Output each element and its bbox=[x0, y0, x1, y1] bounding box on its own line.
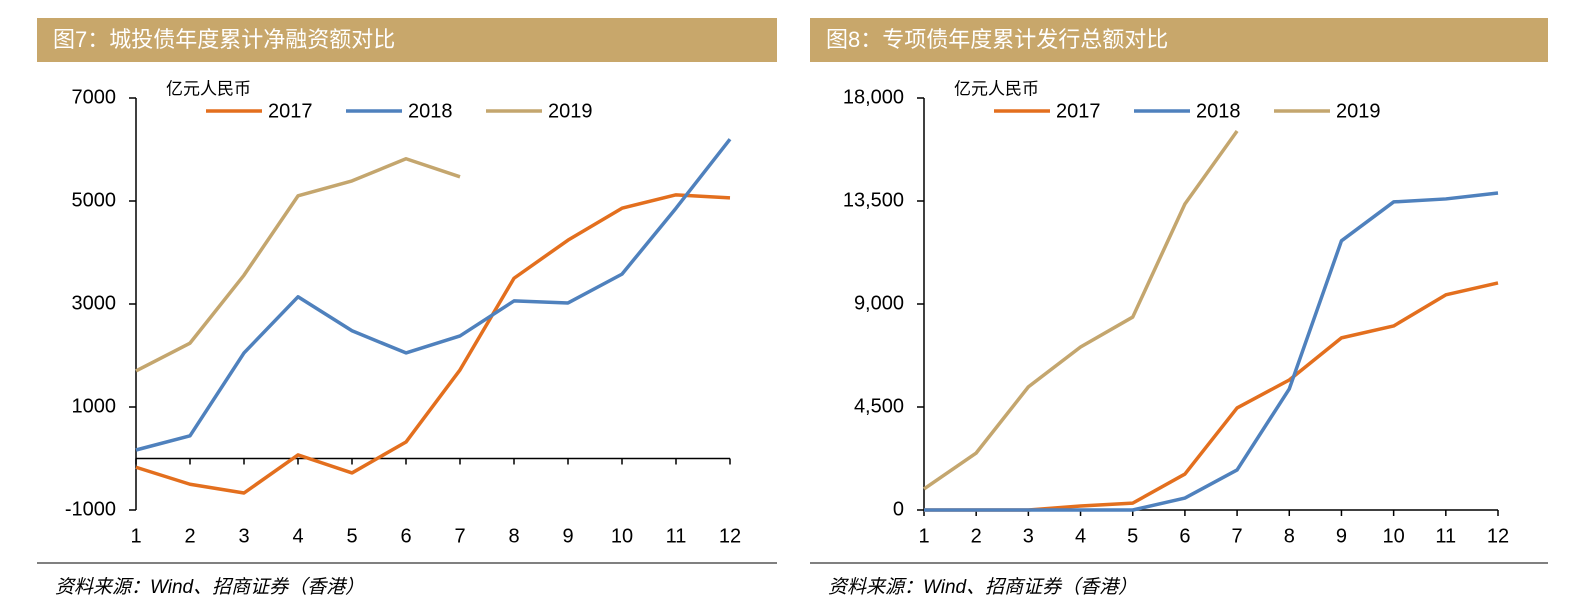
x-tick-label: 9 bbox=[1336, 525, 1347, 547]
x-tick-label: 4 bbox=[1075, 525, 1086, 547]
y-tick-label: 4,500 bbox=[854, 395, 904, 417]
legend-label: 2017 bbox=[268, 100, 313, 122]
x-tick-label: 1 bbox=[130, 525, 141, 547]
source-note: 资料来源：Wind、招商证券（香港） bbox=[55, 576, 364, 598]
chart-title: 图8：专项债年度累计发行总额对比 bbox=[826, 27, 1168, 52]
series-line bbox=[924, 191, 1499, 512]
series-line bbox=[135, 157, 461, 373]
x-tick-label: 8 bbox=[508, 525, 519, 547]
legend-label: 2017 bbox=[1056, 100, 1101, 122]
x-tick-label: 4 bbox=[292, 525, 303, 547]
x-tick-label: 3 bbox=[1023, 525, 1034, 547]
y-tick-label: 0 bbox=[893, 498, 904, 520]
x-tick-label: 11 bbox=[1435, 525, 1456, 547]
source-note: 资料来源：Wind、招商证券（香港） bbox=[828, 576, 1137, 598]
unit-label: 亿元人民币 bbox=[954, 79, 1039, 98]
y-tick-label: 3000 bbox=[72, 292, 117, 314]
x-tick-label: 12 bbox=[719, 525, 741, 547]
x-tick-label: 10 bbox=[1383, 525, 1405, 547]
legend-label: 2018 bbox=[1196, 100, 1241, 122]
y-tick-label: 7000 bbox=[72, 86, 117, 108]
x-tick-label: 7 bbox=[1232, 525, 1243, 547]
unit-label: 亿元人民币 bbox=[166, 79, 251, 98]
y-tick-label: 9,000 bbox=[854, 292, 904, 314]
x-tick-label: 2 bbox=[184, 525, 195, 547]
y-tick-label: 1000 bbox=[72, 395, 117, 417]
x-tick-label: 1 bbox=[918, 525, 929, 547]
x-tick-label: 6 bbox=[400, 525, 411, 547]
x-tick-label: 10 bbox=[611, 525, 633, 547]
series-line bbox=[923, 129, 1239, 491]
x-tick-label: 5 bbox=[346, 525, 357, 547]
series-line bbox=[924, 281, 1499, 512]
series-line bbox=[135, 138, 732, 452]
y-tick-label: 18,000 bbox=[843, 86, 904, 108]
legend-label: 2018 bbox=[408, 100, 453, 122]
x-tick-label: 3 bbox=[238, 525, 249, 547]
x-tick-label: 12 bbox=[1487, 525, 1509, 547]
y-tick-label: 5000 bbox=[72, 189, 117, 211]
y-tick-label: -1000 bbox=[65, 498, 116, 520]
y-tick-label: 13,500 bbox=[843, 189, 904, 211]
x-tick-label: 6 bbox=[1179, 525, 1190, 547]
x-tick-label: 2 bbox=[971, 525, 982, 547]
chart-title: 图7：城投债年度累计净融资额对比 bbox=[53, 27, 395, 52]
x-tick-label: 8 bbox=[1284, 525, 1295, 547]
x-tick-label: 7 bbox=[454, 525, 465, 547]
title-bar bbox=[37, 18, 777, 62]
legend-label: 2019 bbox=[548, 100, 593, 122]
legend-label: 2019 bbox=[1336, 100, 1381, 122]
x-tick-label: 9 bbox=[562, 525, 573, 547]
series-line bbox=[135, 193, 731, 495]
x-tick-label: 11 bbox=[666, 525, 687, 547]
x-tick-label: 5 bbox=[1127, 525, 1138, 547]
title-bar bbox=[810, 18, 1548, 62]
